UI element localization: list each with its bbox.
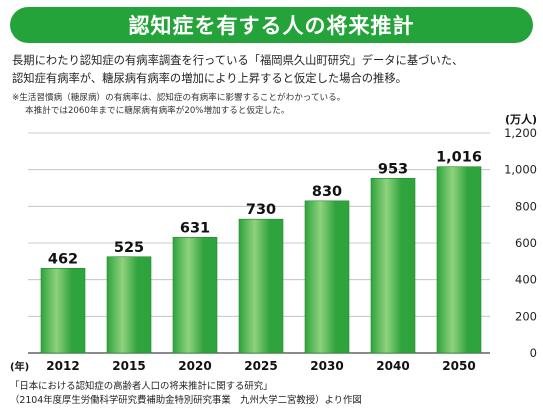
title-banner: 認知症を有する人の将来推計 <box>10 7 533 43</box>
bar <box>238 218 284 354</box>
footnote-line-1: ※生活習慣病（糖尿病）の有病率は、認知症の有病率に影響することがわかっている。 <box>12 93 346 103</box>
y-unit-label: (万人) <box>505 112 537 126</box>
data-label: 830 <box>312 184 342 200</box>
description-line-1: 長期にわたり認知症の有病率調査を行っている「福岡県久山町研究」データに基づいた、 <box>12 54 464 67</box>
description: 長期にわたり認知症の有病率調査を行っている「福岡県久山町研究」データに基づいた、… <box>12 52 537 88</box>
y-tick-label: 600 <box>515 236 537 250</box>
x-unit-label: (年) <box>10 360 29 373</box>
x-tick-label: 2040 <box>376 359 409 373</box>
source-line-2: （2104年度厚生労働科学研究費補助金特別研究事業 九州大学二宮教授）より作図 <box>10 394 362 406</box>
description-line-2: 認知症有病率が、糖尿病有病率の増加により上昇すると仮定した場合の推移。 <box>12 72 407 85</box>
chart-title: 認知症を有する人の将来推計 <box>128 14 415 38</box>
x-tick-label: 2012 <box>46 359 79 373</box>
footnote-line-2: 本推計では2060年までに糖尿病有病率が20%増加すると仮定した。 <box>25 105 290 116</box>
bar <box>436 166 482 354</box>
y-tick-label: 800 <box>515 199 537 213</box>
data-label: 525 <box>114 240 144 256</box>
data-label: 730 <box>246 202 276 218</box>
y-tick-label: 0 <box>530 346 537 360</box>
bar <box>40 267 86 354</box>
x-tick-label: 2015 <box>112 359 145 373</box>
bar <box>106 256 152 354</box>
source-citation: 「日本における認知症の高齢者人口の将来推計に関する研究」 （2104年度厚生労働… <box>10 380 540 407</box>
y-tick-label: 400 <box>515 273 537 287</box>
x-tick-label: 2025 <box>244 359 277 373</box>
bar <box>370 177 416 354</box>
source-line-1: 「日本における認知症の高齢者人口の将来推計に関する研究」 <box>10 381 273 392</box>
bar <box>172 237 218 354</box>
data-label: 1,016 <box>436 150 482 166</box>
data-label: 631 <box>180 220 210 236</box>
x-tick-label: 2020 <box>178 359 211 373</box>
y-tick-label: 1,200 <box>504 126 537 140</box>
y-tick-label: 1,000 <box>504 163 537 177</box>
bar <box>304 200 350 354</box>
x-tick-label: 2050 <box>442 359 475 373</box>
footnote: ※生活習慣病（糖尿病）の有病率は、認知症の有病率に影響することがわかっている。 … <box>12 92 537 117</box>
data-label: 462 <box>48 251 78 267</box>
data-label: 953 <box>378 161 408 177</box>
x-tick-label: 2030 <box>310 359 343 373</box>
y-tick-label: 200 <box>515 309 537 323</box>
